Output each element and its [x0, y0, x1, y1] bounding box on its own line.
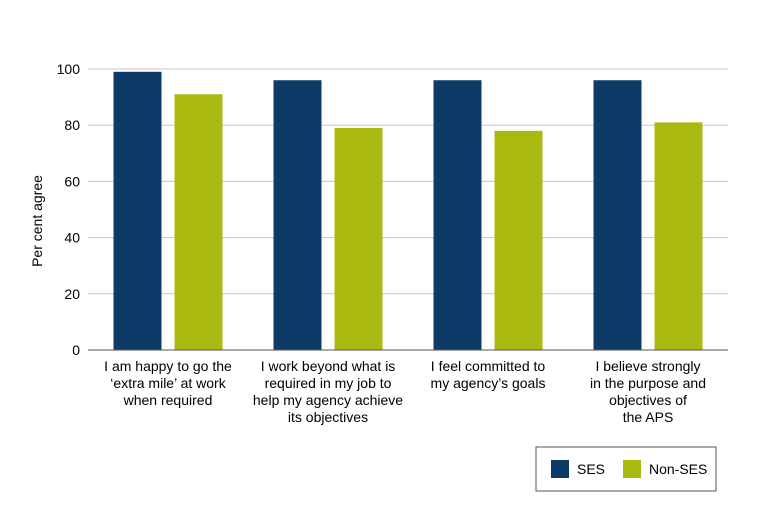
bar-ses-3 [433, 80, 482, 351]
y-tick-label: 20 [64, 286, 80, 302]
category-label: I am happy to go the ‘extra mile’ at work… [104, 358, 232, 408]
y-tick-label: 80 [64, 117, 80, 133]
bar-ses-1 [113, 71, 162, 350]
category-labels: I am happy to go the ‘extra mile’ at work… [104, 358, 706, 425]
y-tick-label: 100 [57, 61, 81, 77]
legend-label-ses: SES [577, 461, 605, 477]
bar-non-ses-2 [334, 128, 383, 350]
legend-label-non-ses: Non-SES [649, 461, 707, 477]
category-label: I work beyond what is required in my job … [253, 358, 403, 425]
bar-non-ses-1 [174, 94, 223, 350]
bar-non-ses-4 [654, 122, 703, 350]
bar-ses-2 [273, 80, 322, 351]
category-label: I believe strongly in the purpose and obje… [590, 358, 706, 425]
bars [113, 71, 703, 351]
category-label: I feel committed to my agency’s goals [431, 358, 546, 391]
legend: SES Non-SES [535, 446, 717, 492]
y-axis-ticks: 0 20 40 60 80 100 [57, 61, 81, 358]
legend-swatch-ses [551, 460, 569, 478]
y-tick-label: 40 [64, 230, 80, 246]
bar-ses-4 [593, 80, 642, 351]
y-tick-label: 60 [64, 173, 80, 189]
y-tick-label: 0 [72, 342, 80, 358]
bar-non-ses-3 [494, 130, 543, 350]
y-axis-label: Per cent agree [29, 175, 45, 267]
legend-swatch-non-ses [623, 460, 641, 478]
